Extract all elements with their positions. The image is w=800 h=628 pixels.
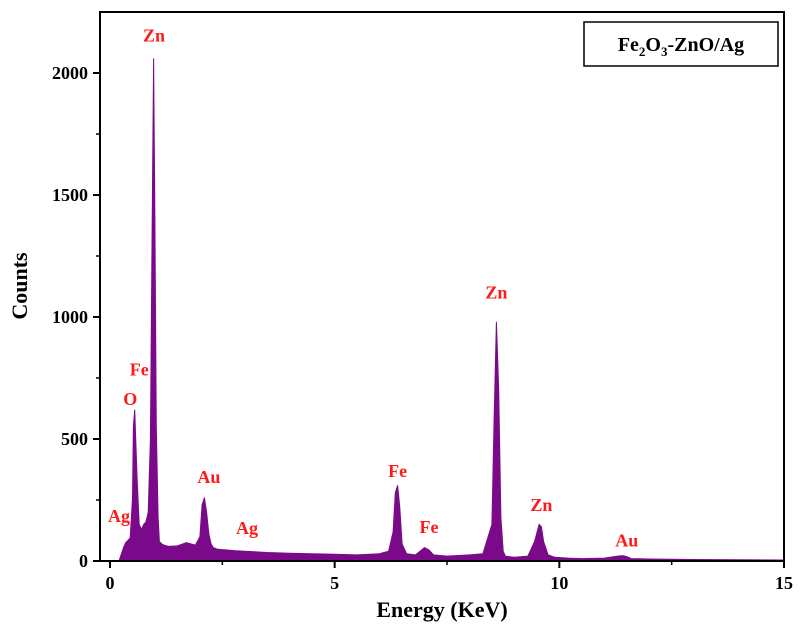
y-ticks: 0 500 1000 1500 2000 <box>52 63 100 571</box>
y-tick-label: 1000 <box>52 307 88 327</box>
peak-label-fe: Fe <box>130 360 149 380</box>
peak-label-zn: Zn <box>485 283 507 303</box>
peak-label-au: Au <box>615 530 638 550</box>
peak-label-fe: Fe <box>420 517 439 537</box>
y-tick-label: 0 <box>79 551 88 571</box>
spectrum-series-0 <box>110 58 785 562</box>
spectrum-layer <box>110 58 785 562</box>
y-tick-label: 500 <box>61 429 88 449</box>
x-ticks: 0 5 10 15 <box>106 561 793 593</box>
x-axis-title: Energy (KeV) <box>376 597 507 622</box>
peak-label-au: Au <box>197 467 220 487</box>
x-tick-label: 10 <box>550 573 568 593</box>
legend-box <box>583 21 779 67</box>
legend: Fe2O3-ZnO/Ag <box>583 21 779 67</box>
plot-frame <box>99 11 785 562</box>
x-tick-label: 15 <box>775 573 793 593</box>
peak-label-zn: Zn <box>143 25 165 45</box>
x-tick-label: 0 <box>106 573 115 593</box>
peak-label-ag: Ag <box>236 518 258 538</box>
peak-labels: Zn Fe O Ag Au Ag Fe Fe Zn Zn Au <box>108 25 638 550</box>
peak-label-ag: Ag <box>108 506 130 526</box>
peak-label-o: O <box>123 389 137 409</box>
peak-label-fe: Fe <box>388 461 407 481</box>
y-axis-title: Counts <box>7 252 32 320</box>
y-tick-label: 2000 <box>52 63 88 83</box>
x-tick-label: 5 <box>330 573 339 593</box>
legend-label: Fe2O3-ZnO/Ag <box>618 34 744 59</box>
peak-label-zn: Zn <box>530 495 552 515</box>
y-tick-label: 1500 <box>52 185 88 205</box>
